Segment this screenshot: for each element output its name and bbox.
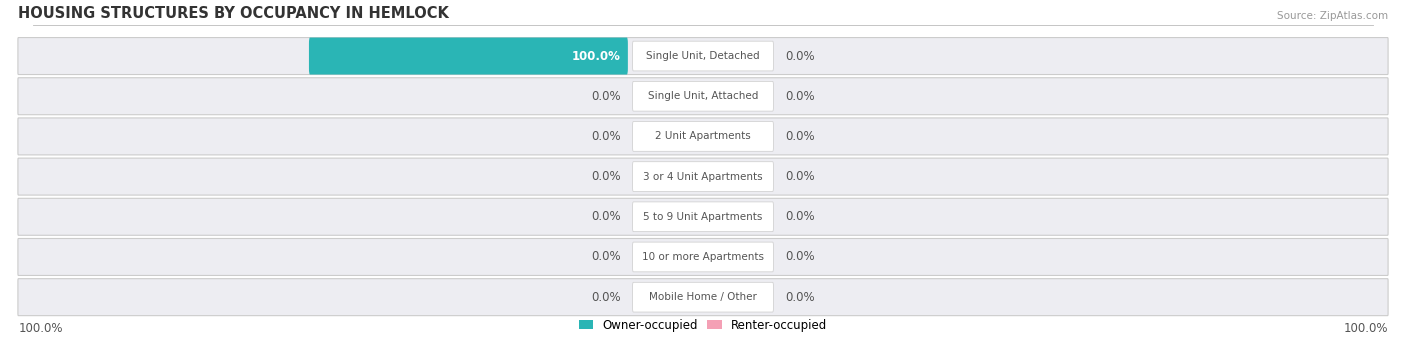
FancyBboxPatch shape (309, 38, 628, 75)
FancyBboxPatch shape (18, 118, 1388, 155)
FancyBboxPatch shape (633, 162, 773, 191)
Text: 100.0%: 100.0% (572, 49, 620, 62)
Text: 0.0%: 0.0% (786, 130, 815, 143)
Text: 0.0%: 0.0% (786, 251, 815, 264)
FancyBboxPatch shape (633, 41, 773, 71)
Text: 5 to 9 Unit Apartments: 5 to 9 Unit Apartments (644, 212, 762, 222)
FancyBboxPatch shape (18, 279, 1388, 316)
FancyBboxPatch shape (18, 198, 1388, 235)
Text: Single Unit, Attached: Single Unit, Attached (648, 91, 758, 101)
Text: Mobile Home / Other: Mobile Home / Other (650, 292, 756, 302)
Text: 3 or 4 Unit Apartments: 3 or 4 Unit Apartments (643, 172, 763, 182)
Text: 0.0%: 0.0% (786, 210, 815, 223)
FancyBboxPatch shape (18, 78, 1388, 115)
Text: 0.0%: 0.0% (591, 210, 620, 223)
Text: 100.0%: 100.0% (1343, 322, 1388, 335)
Text: 100.0%: 100.0% (18, 322, 63, 335)
Text: 0.0%: 0.0% (591, 130, 620, 143)
Text: Single Unit, Detached: Single Unit, Detached (647, 51, 759, 61)
Legend: Owner-occupied, Renter-occupied: Owner-occupied, Renter-occupied (579, 318, 827, 332)
FancyBboxPatch shape (18, 158, 1388, 195)
FancyBboxPatch shape (633, 242, 773, 272)
Text: 0.0%: 0.0% (591, 170, 620, 183)
Text: 0.0%: 0.0% (591, 251, 620, 264)
Text: 0.0%: 0.0% (591, 90, 620, 103)
FancyBboxPatch shape (633, 121, 773, 151)
Text: 0.0%: 0.0% (786, 90, 815, 103)
Text: 0.0%: 0.0% (591, 291, 620, 303)
Text: 0.0%: 0.0% (786, 49, 815, 62)
Text: 10 or more Apartments: 10 or more Apartments (643, 252, 763, 262)
Text: 0.0%: 0.0% (786, 170, 815, 183)
FancyBboxPatch shape (18, 38, 1388, 75)
Text: HOUSING STRUCTURES BY OCCUPANCY IN HEMLOCK: HOUSING STRUCTURES BY OCCUPANCY IN HEMLO… (18, 6, 449, 21)
FancyBboxPatch shape (633, 202, 773, 232)
FancyBboxPatch shape (633, 282, 773, 312)
Text: Source: ZipAtlas.com: Source: ZipAtlas.com (1277, 11, 1388, 21)
Text: 2 Unit Apartments: 2 Unit Apartments (655, 131, 751, 142)
FancyBboxPatch shape (18, 238, 1388, 276)
FancyBboxPatch shape (633, 81, 773, 111)
Text: 0.0%: 0.0% (786, 291, 815, 303)
